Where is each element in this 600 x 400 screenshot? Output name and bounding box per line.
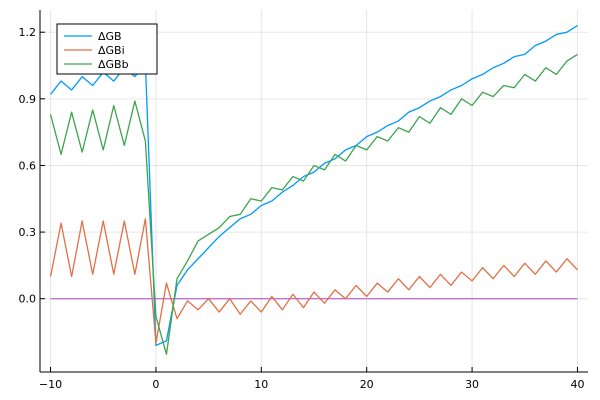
x-tick-label: 10 [254,378,268,391]
y-tick-label: 0.0 [19,293,37,306]
x-tick-label: −10 [39,378,62,391]
legend-box [56,23,158,75]
series-ΔGBb [49,53,578,355]
x-tick-label: 20 [360,378,374,391]
y-tick-label: 1.2 [19,26,37,39]
y-tick-label: 0.6 [19,159,37,172]
legend-label: ΔGBb [98,58,129,71]
series-ΔGBi [49,218,578,344]
legend-label: ΔGBi [98,44,125,57]
y-tick-label: 0.3 [19,226,37,239]
y-tick-label: 0.9 [19,93,37,106]
series-line [49,218,578,344]
x-tick-label: 0 [152,378,159,391]
axes: −10 0 10 20 30 40 0.0 0.3 0.6 0.9 1.2 [19,10,588,391]
series-lines [49,25,578,355]
x-tick-label: 30 [465,378,479,391]
series-line [49,53,578,355]
x-tick-label: 40 [570,378,584,391]
legend-label: ΔGB [98,30,122,43]
